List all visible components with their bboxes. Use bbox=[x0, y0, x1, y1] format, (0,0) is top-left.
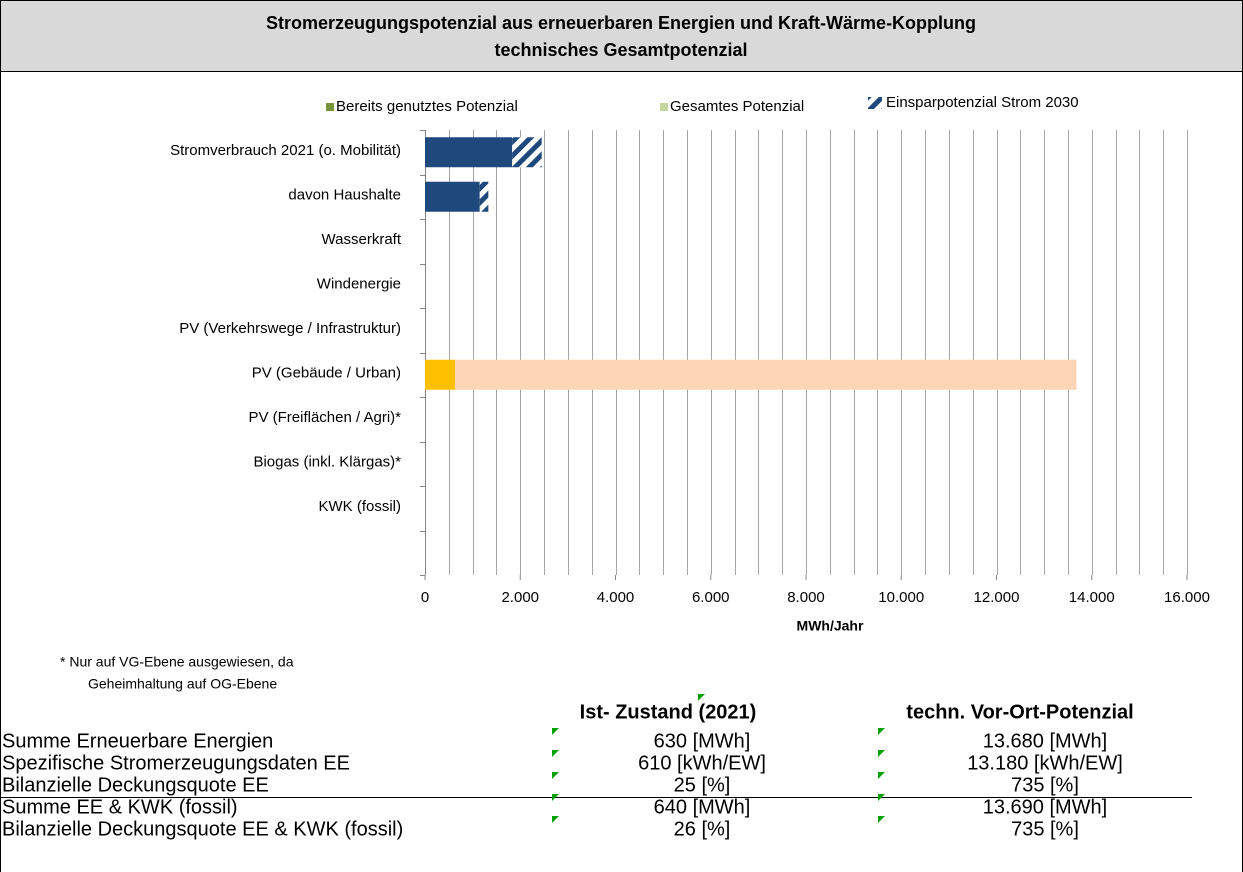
x-tick-label: 10.000 bbox=[878, 589, 924, 606]
y-tick-label: davon Haushalte bbox=[288, 187, 401, 204]
legend-swatch bbox=[868, 97, 882, 109]
x-tick-label: 2.000 bbox=[501, 589, 539, 606]
x-tick-label: 14.000 bbox=[1069, 589, 1115, 606]
cell: 13.180 [kWh/EW] bbox=[967, 752, 1123, 774]
cell-marker bbox=[552, 750, 559, 757]
cell-marker bbox=[878, 750, 885, 757]
row-label: Spezifische Stromerzeugungsdaten EE bbox=[2, 752, 350, 774]
bar bbox=[479, 181, 489, 212]
y-tick-label: KWK (fossil) bbox=[319, 498, 402, 515]
cell: 630 [MWh] bbox=[654, 730, 751, 752]
row-label: Bilanzielle Deckungsquote EE & KWK (foss… bbox=[2, 818, 403, 840]
legend-label: Einsparpotenzial Strom 2030 bbox=[886, 94, 1079, 111]
cell: 13.690 [MWh] bbox=[983, 796, 1108, 818]
cell-marker bbox=[552, 772, 559, 779]
bar bbox=[512, 137, 542, 168]
x-axis-label: MWh/Jahr bbox=[797, 618, 864, 634]
x-tick-label: 16.000 bbox=[1164, 589, 1210, 606]
legend-label: Bereits genutztes Potenzial bbox=[336, 98, 518, 115]
y-tick-label: Biogas (inkl. Klärgas)* bbox=[253, 454, 401, 471]
y-tick-label: Stromverbrauch 2021 (o. Mobilität) bbox=[170, 142, 401, 159]
cell-marker bbox=[552, 728, 559, 735]
cell: 735 [%] bbox=[1011, 774, 1079, 796]
legend-swatch bbox=[326, 103, 334, 111]
row-label: Bilanzielle Deckungsquote EE bbox=[2, 774, 269, 796]
bar bbox=[425, 359, 456, 390]
footnote: * Nur auf VG-Ebene ausgewiesen, da bbox=[60, 654, 294, 670]
cell: 13.680 [MWh] bbox=[983, 730, 1108, 752]
cell-marker bbox=[552, 816, 559, 823]
cell-marker bbox=[878, 728, 885, 735]
cell: 735 [%] bbox=[1011, 818, 1079, 840]
y-tick-label: PV (Gebäude / Urban) bbox=[252, 365, 401, 382]
cell: 26 [%] bbox=[674, 818, 731, 840]
x-tick-label: 0 bbox=[421, 589, 429, 606]
legend-swatch bbox=[660, 103, 668, 111]
y-tick-label: PV (Verkehrswege / Infrastruktur) bbox=[179, 320, 401, 337]
chart-subtitle: technisches Gesamtpotenzial bbox=[494, 40, 747, 60]
title-box bbox=[0, 0, 1243, 72]
bar bbox=[425, 181, 480, 212]
row-label: Summe Erneuerbare Energien bbox=[2, 730, 273, 752]
cell: 610 [kWh/EW] bbox=[638, 752, 766, 774]
cell-marker bbox=[698, 694, 705, 701]
cell: 25 [%] bbox=[674, 774, 731, 796]
cell-marker bbox=[878, 816, 885, 823]
row-label: Summe EE & KWK (fossil) bbox=[2, 796, 238, 818]
bar bbox=[425, 137, 513, 168]
table-header: Ist- Zustand (2021) bbox=[580, 701, 757, 723]
y-tick-label: PV (Freiflächen / Agri)* bbox=[248, 409, 401, 426]
bar bbox=[455, 359, 1077, 390]
footnote: Geheimhaltung auf OG-Ebene bbox=[88, 676, 277, 692]
x-tick-label: 6.000 bbox=[692, 589, 730, 606]
y-tick-label: Windenergie bbox=[317, 276, 401, 293]
legend-label: Gesamtes Potenzial bbox=[670, 98, 804, 115]
table-header: techn. Vor-Ort-Potenzial bbox=[906, 701, 1133, 723]
chart-title: Stromerzeugungspotenzial aus erneuerbare… bbox=[266, 13, 976, 33]
cell: 640 [MWh] bbox=[654, 796, 751, 818]
y-tick-label: Wasserkraft bbox=[322, 231, 402, 248]
cell-marker bbox=[878, 794, 885, 801]
x-tick-label: 12.000 bbox=[974, 589, 1020, 606]
cell-marker bbox=[878, 772, 885, 779]
cell-marker bbox=[552, 794, 559, 801]
x-tick-label: 4.000 bbox=[597, 589, 635, 606]
x-tick-label: 8.000 bbox=[787, 589, 825, 606]
